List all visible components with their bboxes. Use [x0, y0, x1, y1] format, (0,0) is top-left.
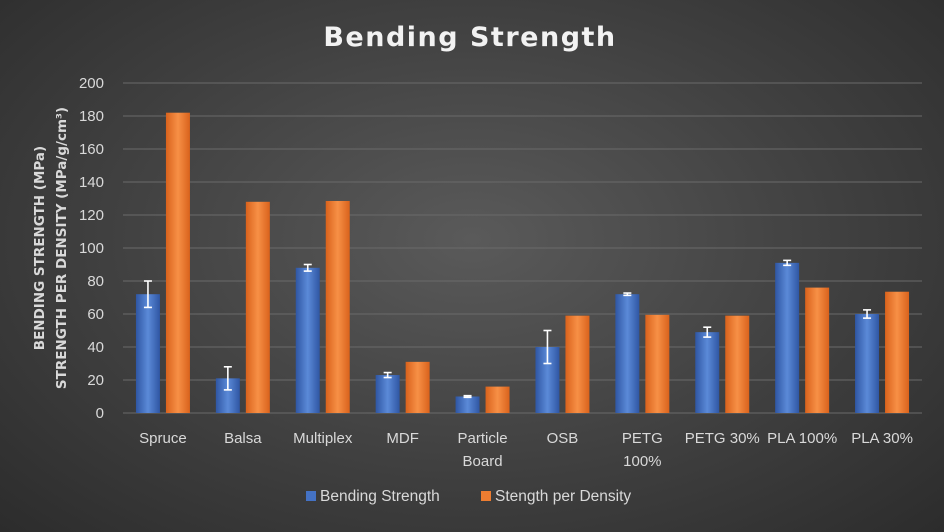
y-tick-label: 20: [87, 372, 104, 389]
bar-bending-strength: [855, 314, 880, 413]
legend-item-bending-strength: Bending Strength: [306, 488, 440, 505]
y-tick-label: 100: [79, 240, 104, 257]
bar-bending-strength: [135, 294, 160, 413]
x-category-label: PETG 100%: [622, 430, 663, 470]
error-bar: [623, 292, 632, 297]
y-tick-label: 200: [79, 75, 104, 92]
error-bar: [383, 371, 392, 379]
y-tick-label: 120: [79, 207, 104, 224]
bar-strength-per-density: [645, 314, 670, 413]
error-bar: [223, 365, 232, 391]
bar-bending-strength: [775, 262, 800, 413]
y-tick-label: 160: [79, 141, 104, 158]
bar-strength-per-density: [245, 201, 270, 413]
x-axis-labels: Spruce Balsa Multiplex MDF Particle Board OSB P…: [139, 430, 913, 470]
legend: Bending Strength Stength per Density: [306, 488, 631, 505]
error-bar: [463, 394, 472, 399]
bar-strength-per-density: [485, 386, 510, 413]
bar-strength-per-density: [405, 361, 430, 413]
error-bar: [863, 309, 872, 319]
y-axis-title-line: BENDING STRENGTH (MPa): [32, 146, 48, 350]
bar-strength-per-density: [805, 287, 830, 413]
error-bar: [303, 263, 312, 272]
bar-strength-per-density: [885, 291, 910, 413]
x-category-label: Particle Board: [458, 430, 508, 470]
legend-swatch: [481, 491, 491, 501]
error-bar: [143, 280, 152, 309]
y-tick-label: 180: [79, 108, 104, 125]
y-tick-label: 0: [96, 405, 104, 422]
x-category-label: MDF: [386, 430, 419, 447]
bar-strength-per-density: [725, 315, 750, 413]
bar-strength-per-density: [565, 315, 590, 413]
legend-item-strength-per-density: Stength per Density: [481, 488, 631, 505]
y-axis-title-line: STRENGTH PER DENSITY (MPa/g/cm³): [54, 107, 70, 389]
bar-bending-strength: [615, 294, 640, 413]
y-tick-label: 80: [87, 273, 104, 290]
bar-strength-per-density: [165, 112, 190, 413]
error-bar: [783, 259, 792, 267]
x-category-label: Spruce: [139, 430, 187, 447]
x-category-label: Balsa: [224, 430, 262, 447]
x-category-label: PLA 100%: [767, 430, 837, 447]
x-category-label: Multiplex: [293, 430, 353, 447]
y-axis-ticks: 0 20 40 60 80 100 120 140 160 180 200: [79, 75, 104, 422]
y-tick-label: 40: [87, 339, 104, 356]
bar-bending-strength: [455, 396, 480, 413]
gridlines: [123, 82, 922, 414]
x-category-label: PLA 30%: [851, 430, 913, 447]
y-axis-title: BENDING STRENGTH (MPa) STRENGTH PER DENSI…: [32, 107, 70, 389]
legend-label: Bending Strength: [320, 488, 440, 505]
x-category-label: OSB: [547, 430, 579, 447]
x-category-label: PETG 30%: [685, 430, 760, 447]
bar-bending-strength: [295, 267, 320, 413]
legend-label: Stength per Density: [495, 488, 631, 505]
error-bars: [143, 259, 872, 399]
bar-bending-strength: [695, 332, 720, 413]
bar-strength-per-density: [325, 200, 350, 413]
bar-bending-strength: [375, 375, 400, 413]
bars: [135, 112, 910, 413]
error-bar: [543, 329, 552, 365]
legend-swatch: [306, 491, 316, 501]
y-tick-label: 140: [79, 174, 104, 191]
chart-title: Bending Strength: [323, 22, 616, 53]
y-tick-label: 60: [87, 306, 104, 323]
error-bar: [703, 326, 712, 338]
